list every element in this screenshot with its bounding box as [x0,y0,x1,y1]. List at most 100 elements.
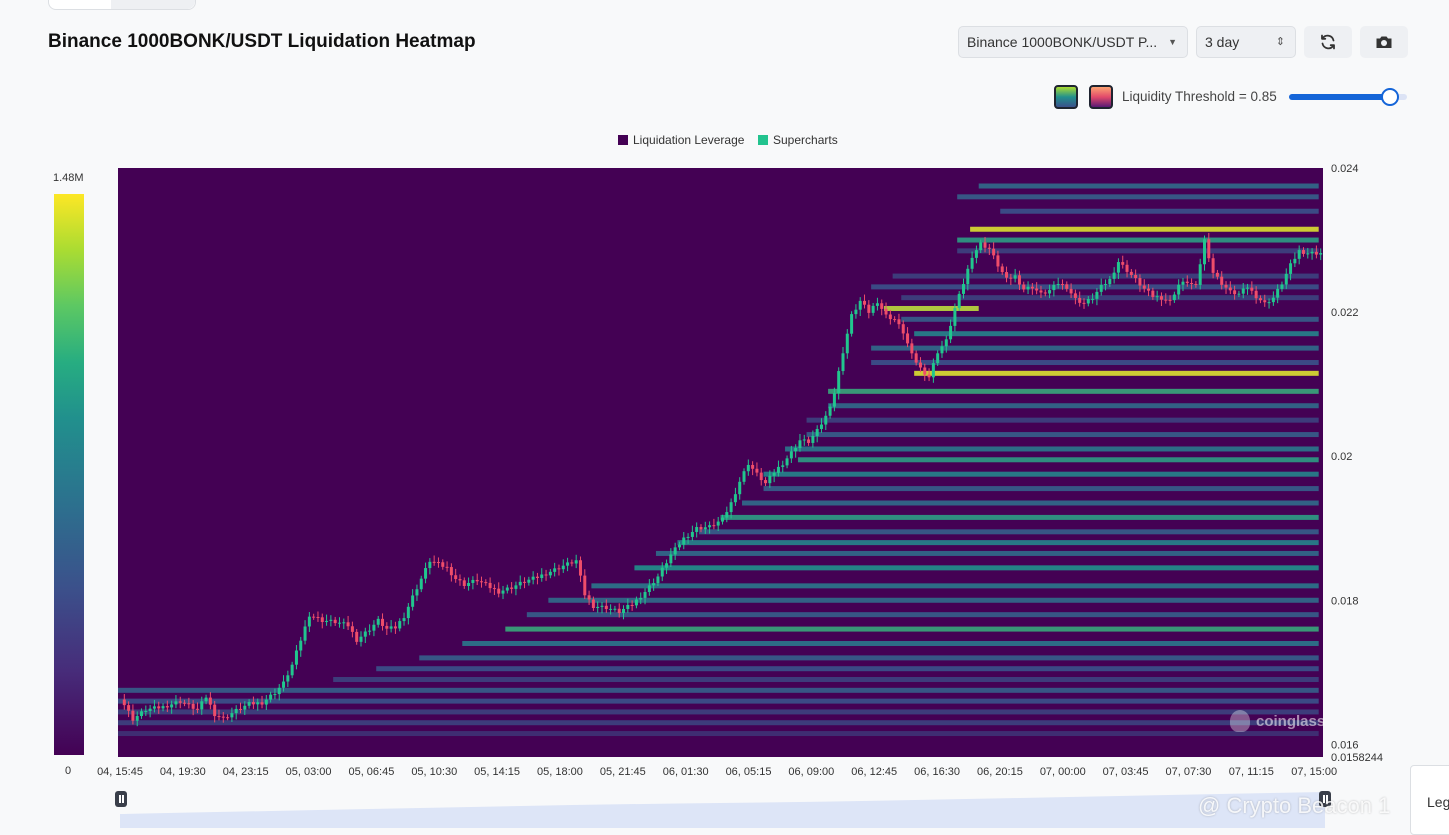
screenshot-button[interactable] [1360,26,1408,58]
candle-body [880,303,884,309]
candle-body [385,625,389,629]
candle-body [738,481,742,495]
candle-body [566,562,570,566]
candle-body [1194,283,1198,285]
magma-palette-icon[interactable] [1089,85,1113,109]
candle-body [441,562,445,567]
candle-body [643,592,647,598]
candle-body [1095,291,1099,299]
candle-body [888,314,892,320]
candle-body [794,448,798,452]
candle-body [178,701,182,703]
candle-body [1043,292,1047,294]
candle-body [962,284,965,294]
candle-body [1190,283,1194,285]
candle-body [273,694,277,696]
range-select[interactable]: 3 day ⇕ [1196,26,1296,58]
candle-body [501,590,505,594]
candle-body [372,624,376,631]
candle-body [669,554,673,564]
refresh-button[interactable] [1304,26,1352,58]
threshold-slider[interactable] [1289,88,1407,106]
candle-body [923,367,927,375]
candle-body [802,439,806,441]
liquidation-band [376,666,1319,672]
candle-body [639,597,643,600]
candle-body [1185,281,1189,284]
candle-body [725,512,729,518]
candle-body [553,568,557,572]
candle-body [574,560,578,564]
candle-body [682,537,686,545]
x-tick-label: 05, 10:30 [411,766,457,778]
candle-body [411,595,415,607]
candle-body [152,706,156,709]
liquidation-band [884,305,979,311]
candle-body [729,502,733,513]
candle-body [561,565,565,570]
legend-button[interactable]: Leg [1410,765,1449,835]
candle-body [781,465,785,467]
candle-body [389,626,393,629]
candle-body [974,250,978,258]
time-navigator[interactable] [120,780,1325,828]
candle-body [1065,284,1069,289]
candle-body [1000,266,1004,273]
tab-segment[interactable] [111,0,195,9]
candle-body [609,608,613,610]
candle-body [979,242,983,251]
candle-body [897,319,901,325]
candle-body [570,562,574,564]
liquidation-band [806,432,1319,438]
liquidation-band [118,698,1319,704]
liquidation-band [720,514,1319,520]
candle-body [1241,288,1245,294]
navigator-right-handle[interactable] [1319,791,1331,807]
candle-body [260,702,264,705]
candle-body [785,458,789,466]
candle-body [768,475,772,484]
candle-body [1207,239,1211,259]
pair-select[interactable]: Binance 1000BONK/USDT P... ▼ [958,26,1188,58]
candle-body [1069,288,1073,294]
candle-body [583,575,587,596]
page-title: Binance 1000BONK/USDT Liquidation Heatma… [48,31,476,52]
candle-body [1263,300,1267,303]
candle-body [316,616,320,618]
candle-body [462,580,466,586]
candle-body [1284,273,1288,285]
candle-body [931,363,935,378]
liquidation-band [797,457,1319,463]
navigator-left-handle[interactable] [115,791,127,807]
legend-supercharts[interactable]: Supercharts [758,133,838,147]
liquidation-band [871,360,1319,366]
candle-body [665,563,669,568]
legend-liquidation-leverage[interactable]: Liquidation Leverage [618,133,744,147]
candle-body [1310,251,1314,254]
candle-body [165,706,169,708]
liquidation-band [591,583,1319,589]
candle-body [1164,299,1168,301]
slider-knob[interactable] [1381,88,1400,106]
candle-body [1271,297,1275,303]
liquidation-band [871,345,1319,351]
viridis-palette-icon[interactable] [1054,85,1078,109]
candle-body [652,583,656,586]
liquidation-band [118,731,1319,737]
candle-body [523,581,527,583]
candle-body [1104,284,1108,286]
candle-body [226,717,230,719]
candle-body [617,608,621,613]
liquidation-band [914,370,1319,376]
x-tick-label: 06, 09:00 [788,766,834,778]
candle-body [1116,262,1120,273]
liquidation-band [677,540,1319,546]
legend-swatch [758,135,768,145]
candle-body [269,694,273,700]
x-tick-label: 06, 12:45 [851,766,897,778]
candle-body [454,575,458,580]
liquidation-band [978,183,1319,189]
candle-body [992,248,996,256]
candle-body [944,339,948,347]
